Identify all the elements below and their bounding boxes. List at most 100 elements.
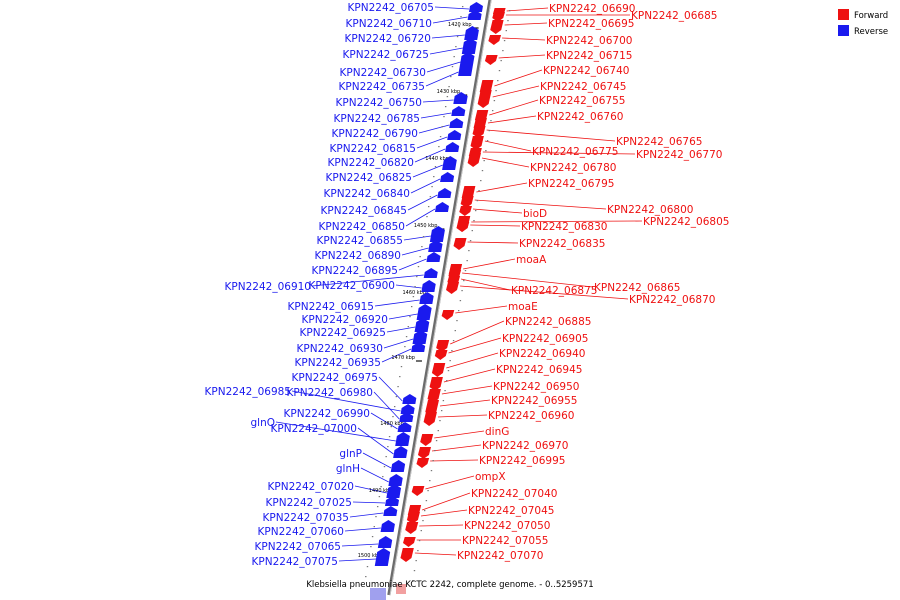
reverse-gene-feature[interactable]: [468, 2, 483, 12]
reverse-gene-feature[interactable]: [451, 106, 466, 116]
reverse-gene-label[interactable]: KPN2242_06735: [339, 81, 425, 93]
forward-gene-label[interactable]: KPN2242_06835: [519, 238, 605, 250]
forward-gene-feature[interactable]: [420, 434, 434, 446]
forward-gene-feature[interactable]: [400, 548, 414, 562]
reverse-gene-label[interactable]: KPN2242_06935: [295, 357, 381, 369]
forward-gene-feature[interactable]: [456, 222, 470, 232]
reverse-gene-label[interactable]: KPN2242_06980: [287, 387, 373, 399]
forward-gene-feature[interactable]: [490, 20, 504, 34]
reverse-gene-feature[interactable]: [429, 226, 445, 242]
reverse-gene-label[interactable]: KPN2242_06720: [345, 33, 431, 45]
forward-gene-feature[interactable]: [459, 206, 472, 216]
forward-gene-feature[interactable]: [441, 310, 455, 320]
reverse-gene-label[interactable]: glnQ: [250, 417, 275, 429]
forward-gene-label[interactable]: KPN2242_06780: [530, 162, 616, 174]
reverse-gene-feature[interactable]: [423, 268, 438, 278]
reverse-gene-feature[interactable]: [395, 432, 410, 446]
forward-gene-label[interactable]: KPN2242_06795: [528, 178, 614, 190]
forward-gene-label[interactable]: KPN2242_06885: [505, 316, 591, 328]
reverse-gene-label[interactable]: KPN2242_06710: [346, 18, 432, 30]
forward-gene-label[interactable]: KPN2242_06865: [594, 282, 680, 294]
forward-gene-feature[interactable]: [453, 238, 467, 250]
reverse-gene-feature[interactable]: [461, 38, 477, 54]
reverse-gene-feature[interactable]: [390, 460, 406, 472]
reverse-gene-feature[interactable]: [386, 484, 402, 498]
reverse-gene-feature[interactable]: [384, 496, 399, 506]
forward-gene-label[interactable]: KPN2242_06755: [539, 95, 625, 107]
forward-gene-feature[interactable]: [470, 136, 484, 150]
forward-gene-label[interactable]: KPN2242_06765: [616, 136, 702, 148]
forward-gene-label[interactable]: KPN2242_06715: [546, 50, 632, 62]
reverse-gene-label[interactable]: KPN2242_06730: [340, 67, 426, 79]
reverse-gene-label[interactable]: KPN2242_06910: [225, 281, 311, 293]
forward-gene-feature[interactable]: [488, 35, 502, 45]
forward-gene-label[interactable]: KPN2242_06870: [629, 294, 715, 306]
forward-gene-label[interactable]: KPN2242_06700: [546, 35, 632, 47]
forward-gene-feature[interactable]: [467, 153, 481, 167]
reverse-gene-label[interactable]: KPN2242_06825: [326, 172, 412, 184]
reverse-gene-label[interactable]: KPN2242_06975: [292, 372, 378, 384]
forward-gene-feature[interactable]: [416, 458, 430, 468]
forward-gene-label[interactable]: KPN2242_07050: [464, 520, 550, 532]
forward-gene-label[interactable]: KPN2242_06745: [540, 81, 626, 93]
forward-gene-feature[interactable]: [427, 389, 441, 403]
forward-gene-feature[interactable]: [423, 412, 437, 426]
forward-gene-feature[interactable]: [411, 486, 425, 496]
reverse-gene-feature[interactable]: [428, 240, 443, 252]
reverse-gene-feature[interactable]: [399, 412, 414, 422]
reverse-gene-label[interactable]: glnH: [336, 463, 360, 475]
reverse-gene-feature[interactable]: [440, 172, 455, 182]
forward-gene-feature[interactable]: [417, 447, 432, 459]
reverse-gene-label[interactable]: KPN2242_07060: [258, 526, 344, 538]
reverse-gene-label[interactable]: KPN2242_06895: [312, 265, 398, 277]
reverse-gene-label[interactable]: KPN2242_06850: [319, 221, 405, 233]
forward-gene-label[interactable]: moaA: [516, 254, 547, 266]
forward-gene-label[interactable]: KPN2242_06955: [491, 395, 577, 407]
reverse-gene-label[interactable]: KPN2242_07000: [271, 423, 357, 435]
reverse-gene-label[interactable]: KPN2242_06845: [321, 205, 407, 217]
reverse-gene-label[interactable]: KPN2242_06725: [343, 49, 429, 61]
forward-gene-feature[interactable]: [484, 55, 498, 65]
reverse-gene-feature[interactable]: [412, 330, 428, 344]
reverse-gene-label[interactable]: KPN2242_06750: [336, 97, 422, 109]
reverse-gene-label[interactable]: KPN2242_06930: [297, 343, 383, 355]
reverse-gene-feature[interactable]: [447, 130, 462, 140]
forward-gene-label[interactable]: KPN2242_06740: [543, 65, 629, 77]
forward-gene-feature[interactable]: [492, 12, 505, 22]
reverse-gene-label[interactable]: KPN2242_06820: [328, 157, 414, 169]
reverse-gene-feature[interactable]: [377, 536, 393, 548]
reverse-gene-label[interactable]: KPN2242_06815: [330, 143, 416, 155]
reverse-gene-feature[interactable]: [393, 446, 408, 458]
reverse-gene-feature[interactable]: [397, 422, 412, 432]
reverse-gene-feature[interactable]: [419, 292, 434, 304]
forward-gene-feature[interactable]: [460, 196, 474, 208]
reverse-gene-feature[interactable]: [434, 202, 449, 212]
forward-gene-feature[interactable]: [434, 350, 448, 360]
reverse-gene-feature[interactable]: [453, 92, 468, 104]
forward-gene-label[interactable]: KPN2242_06970: [482, 440, 568, 452]
reverse-gene-feature[interactable]: [380, 520, 395, 532]
forward-gene-label[interactable]: KPN2242_06760: [537, 111, 623, 123]
forward-gene-label[interactable]: bioD: [523, 208, 547, 220]
forward-gene-feature[interactable]: [477, 90, 492, 108]
forward-gene-feature[interactable]: [403, 537, 416, 547]
reverse-gene-label[interactable]: KPN2242_06985: [205, 386, 291, 398]
forward-gene-label[interactable]: KPN2242_06695: [548, 18, 634, 30]
forward-gene-label[interactable]: ompX: [475, 471, 506, 483]
reverse-gene-feature[interactable]: [464, 26, 479, 40]
reverse-gene-feature[interactable]: [467, 10, 482, 20]
reverse-gene-feature[interactable]: [416, 304, 432, 320]
reverse-gene-feature[interactable]: [383, 506, 398, 516]
reverse-gene-label[interactable]: KPN2242_06855: [317, 235, 403, 247]
reverse-gene-feature[interactable]: [449, 118, 464, 128]
reverse-gene-label[interactable]: KPN2242_06890: [315, 250, 401, 262]
forward-gene-label[interactable]: KPN2242_06905: [502, 333, 588, 345]
forward-gene-label[interactable]: KPN2242_06875: [511, 285, 597, 297]
forward-gene-label[interactable]: KPN2242_07055: [462, 535, 548, 547]
forward-gene-feature[interactable]: [405, 522, 419, 534]
forward-gene-label[interactable]: KPN2242_06830: [521, 221, 607, 233]
forward-gene-feature[interactable]: [429, 377, 443, 391]
reverse-gene-label[interactable]: KPN2242_06840: [324, 188, 410, 200]
reverse-gene-label[interactable]: glnP: [339, 448, 362, 460]
forward-gene-label[interactable]: KPN2242_07070: [457, 550, 543, 562]
